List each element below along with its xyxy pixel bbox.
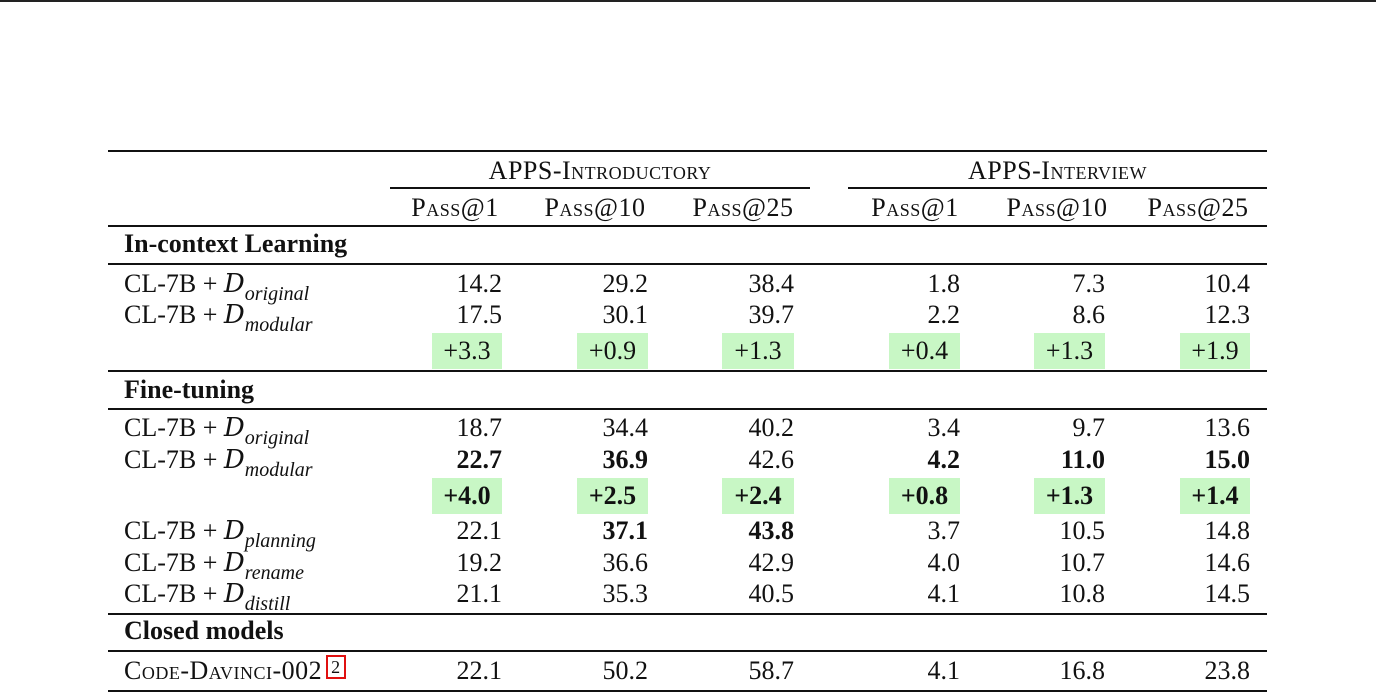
cmidrule-interview <box>848 187 1267 189</box>
footnote-link[interactable]: 2 <box>326 655 346 679</box>
value-cell: 23.8 <box>1204 656 1251 685</box>
model-name: CL-7B + Doriginal <box>124 269 310 305</box>
value-cell: 50.2 <box>602 656 649 685</box>
value-cell: 10.7 <box>1059 548 1106 577</box>
value-cell: 8.6 <box>1072 300 1106 329</box>
value-cell: 9.7 <box>1072 413 1106 442</box>
model-name: Code-Davinci-002 2 <box>124 655 346 686</box>
delta-badge: +2.5 <box>577 478 648 514</box>
value-cell: 10.8 <box>1059 579 1106 608</box>
value-cell: 29.2 <box>602 269 649 298</box>
delta-badge: +2.4 <box>722 478 794 514</box>
value-cell: 14.8 <box>1204 516 1251 545</box>
value-cell-best: 43.8 <box>748 516 795 545</box>
value-cell: 40.5 <box>748 579 795 608</box>
delta-badge: +3.3 <box>432 333 502 369</box>
model-name: CL-7B + Doriginal <box>124 413 310 449</box>
section-title-closed: Closed models <box>124 616 284 645</box>
value-cell: 10.5 <box>1059 516 1106 545</box>
value-cell: 19.2 <box>456 548 503 577</box>
value-cell: 35.3 <box>602 579 649 608</box>
value-cell: 4.1 <box>927 656 961 685</box>
cmidrule-introductory <box>390 187 810 189</box>
value-cell: 17.5 <box>456 300 503 329</box>
value-cell: 39.7 <box>748 300 795 329</box>
page-top-rule <box>0 0 1376 2</box>
value-cell: 4.0 <box>927 548 961 577</box>
section-rule <box>108 650 1267 652</box>
value-cell: 42.6 <box>748 445 795 474</box>
metric-header: Pass@1 <box>411 193 499 222</box>
section-title-ft: Fine-tuning <box>124 375 255 404</box>
value-cell: 22.1 <box>456 516 503 545</box>
value-cell: 34.4 <box>602 413 649 442</box>
value-cell: 14.2 <box>456 269 503 298</box>
model-name: CL-7B + Dplanning <box>124 516 316 552</box>
delta-badge: +0.9 <box>577 333 648 369</box>
value-cell: 36.6 <box>602 548 649 577</box>
model-name: CL-7B + Dmodular <box>124 300 313 336</box>
group-header-introductory: APPS-Introductory <box>488 156 712 185</box>
model-name: CL-7B + Dmodular <box>124 445 313 481</box>
model-name: CL-7B + Drename <box>124 548 304 584</box>
delta-badge: +1.3 <box>1034 333 1105 369</box>
group-header-interview: APPS-Interview <box>967 156 1147 185</box>
section-rule <box>108 370 1267 372</box>
delta-badge: +1.3 <box>1034 478 1105 514</box>
value-cell: 22.1 <box>456 656 503 685</box>
value-cell: 4.1 <box>927 579 961 608</box>
section-rule <box>108 263 1267 265</box>
model-name: CL-7B + Ddistill <box>124 579 291 615</box>
delta-badge: +0.4 <box>889 333 960 369</box>
section-title-icl: In-context Learning <box>124 229 348 258</box>
metric-header: Pass@10 <box>1006 193 1108 222</box>
delta-badge: +1.3 <box>722 333 794 369</box>
value-cell: 42.9 <box>748 548 795 577</box>
top-rule <box>108 150 1267 152</box>
bottom-rule <box>108 690 1267 692</box>
value-cell-best: 37.1 <box>602 516 649 545</box>
value-cell-best: 15.0 <box>1204 445 1251 474</box>
value-cell: 7.3 <box>1072 269 1106 298</box>
value-cell-best: 36.9 <box>602 445 649 474</box>
value-cell: 12.3 <box>1204 300 1251 329</box>
value-cell: 30.1 <box>602 300 649 329</box>
metric-header: Pass@1 <box>871 193 959 222</box>
value-cell: 14.5 <box>1204 579 1251 608</box>
value-cell-best: 22.7 <box>456 445 503 474</box>
value-cell: 13.6 <box>1204 413 1251 442</box>
value-cell: 18.7 <box>456 413 503 442</box>
value-cell: 10.4 <box>1204 269 1251 298</box>
value-cell: 58.7 <box>748 656 795 685</box>
value-cell: 2.2 <box>927 300 961 329</box>
header-rule <box>108 225 1267 227</box>
value-cell-best: 11.0 <box>1060 445 1105 474</box>
value-cell: 3.7 <box>927 516 961 545</box>
delta-badge: +0.8 <box>889 478 960 514</box>
delta-badge: +1.9 <box>1180 333 1250 369</box>
value-cell-best: 4.2 <box>927 445 961 474</box>
value-cell: 21.1 <box>456 579 503 608</box>
value-cell: 38.4 <box>748 269 795 298</box>
value-cell: 3.4 <box>927 413 961 442</box>
delta-badge: +4.0 <box>432 478 502 514</box>
value-cell: 40.2 <box>748 413 795 442</box>
metric-header: Pass@25 <box>692 193 794 222</box>
metric-header: Pass@25 <box>1147 193 1249 222</box>
value-cell: 14.6 <box>1204 548 1251 577</box>
section-rule <box>108 408 1267 410</box>
delta-badge: +1.4 <box>1180 478 1250 514</box>
value-cell: 1.8 <box>927 269 961 298</box>
section-rule <box>108 613 1267 615</box>
value-cell: 16.8 <box>1059 656 1106 685</box>
metric-header: Pass@10 <box>544 193 646 222</box>
